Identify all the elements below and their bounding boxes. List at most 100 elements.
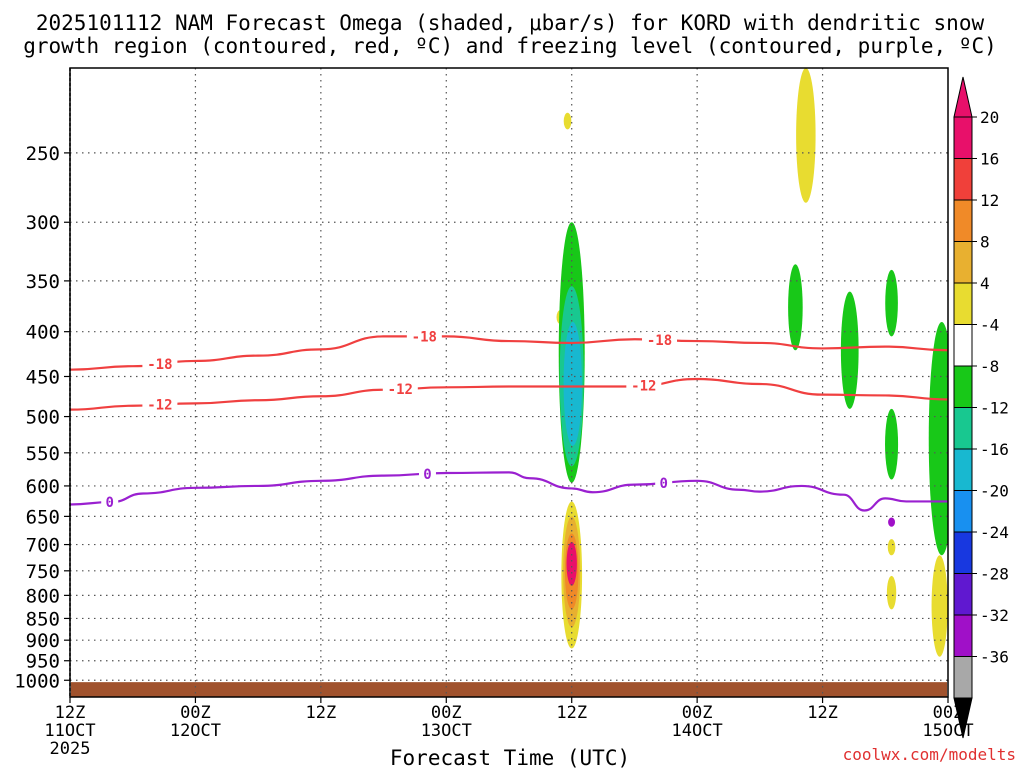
omega-blob <box>840 291 859 409</box>
contour-label-bg <box>406 328 442 345</box>
y-tick-label: 550 <box>26 443 60 465</box>
omega-blob <box>931 555 948 657</box>
contour-label-bg <box>101 494 119 511</box>
x-tick-label: 14OCT <box>672 721 723 741</box>
omega-blob <box>885 408 899 480</box>
contour-label-bg <box>382 381 418 398</box>
colorbar-segment <box>953 365 973 408</box>
omega-blob <box>563 112 572 130</box>
y-tick-label: 1000 <box>14 670 60 692</box>
contour-label: -12 <box>631 378 656 394</box>
colorbar-segment <box>953 656 973 699</box>
x-tick-label: 12Z <box>305 703 336 723</box>
x-tick-label: 12Z <box>55 703 86 723</box>
colorbar-label: 4 <box>980 274 990 293</box>
y-tick-label: 600 <box>26 476 60 498</box>
contour-label-bg <box>142 355 178 372</box>
x-tick-label: 00Z <box>682 703 713 723</box>
x-tick-label: 12OCT <box>170 721 221 741</box>
y-tick-label: 950 <box>26 651 60 673</box>
x-tick-label: 12Z <box>807 703 838 723</box>
colorbar-label: 20 <box>980 108 999 127</box>
colorbar-segment <box>953 573 973 616</box>
x-tick-label: 13OCT <box>421 721 472 741</box>
colorbar: 20 16 12 8 4 -4 -8 -12 -16 -20 -24 -28 -32 -36 <box>953 76 1009 739</box>
colorbar-label: 8 <box>980 233 990 252</box>
colorbar-label: -28 <box>980 565 1009 584</box>
colorbar-segment <box>953 490 973 533</box>
chart-title-line1: 2025101112 NAM Forecast Omega (shaded, μ… <box>36 11 985 35</box>
chart-title-line2: growth region (contoured, red, ºC) and f… <box>23 34 997 58</box>
x-axis-label: Forecast Time (UTC) <box>390 746 630 768</box>
y-tick-label: 700 <box>26 535 60 557</box>
y-tick-label: 650 <box>26 506 60 528</box>
colorbar-bottom-cap <box>953 697 973 739</box>
colorbar-label: 12 <box>980 191 999 210</box>
contour-line <box>70 335 948 371</box>
contour-label: -12 <box>388 382 413 398</box>
contour-label: 0 <box>106 495 114 511</box>
plot-frame <box>69 67 949 698</box>
contours: -18 -18 -18 -12 -12 -12 0 0 0 <box>70 328 948 512</box>
y-tick-label: 500 <box>26 407 60 429</box>
contour-label-bg <box>142 396 178 413</box>
y-tick-label: 850 <box>26 608 60 630</box>
colorbar-label: -32 <box>980 606 1009 625</box>
x-tick-label: 12Z <box>556 703 587 723</box>
contour-label: -12 <box>147 398 172 414</box>
colorbar-label: 16 <box>980 150 999 169</box>
omega-blob <box>796 68 816 203</box>
omega-blob <box>886 575 897 610</box>
y-tick-label: 400 <box>26 322 60 344</box>
y-tick-label: 250 <box>26 143 60 165</box>
colorbar-top-cap <box>953 76 973 118</box>
y-tick-label: 750 <box>26 561 60 583</box>
colorbar-segment <box>953 199 973 242</box>
omega-blob <box>928 322 948 556</box>
colorbar-label: -16 <box>980 440 1009 459</box>
x-tick-label: 00Z <box>180 703 211 723</box>
contour-line <box>70 471 948 512</box>
colorbar-label: -12 <box>980 399 1009 418</box>
colorbar-segment <box>953 614 973 657</box>
colorbar-label: -8 <box>980 357 999 376</box>
x-tick-label: 00Z <box>933 703 964 723</box>
grid <box>70 68 948 697</box>
colorbar-segment <box>953 241 973 284</box>
colorbar-segment <box>953 116 973 159</box>
contour-label: -18 <box>147 357 172 373</box>
omega-blob <box>888 517 896 527</box>
colorbar-segment <box>953 407 973 450</box>
contour-label: -18 <box>412 329 437 345</box>
contour-label-bg <box>626 377 662 394</box>
colorbar-segment <box>953 158 973 201</box>
y-tick-label: 450 <box>26 366 60 388</box>
omega-blob <box>885 269 898 337</box>
y-tick-label: 800 <box>26 585 60 607</box>
contour-line <box>70 377 948 411</box>
contour-label-bg <box>642 331 678 348</box>
contour-label-bg <box>418 465 436 482</box>
omega-shading <box>556 68 948 657</box>
y-tick-label: 900 <box>26 630 60 652</box>
omega-blob <box>788 264 803 351</box>
omega-blob <box>563 322 582 446</box>
colorbar-segment <box>953 324 973 367</box>
contour-label: -18 <box>647 333 672 349</box>
omega-blob <box>887 539 896 556</box>
contour-label: 0 <box>423 467 431 483</box>
colorbar-segment <box>953 448 973 491</box>
plot-area: -18 -18 -18 -12 -12 -12 0 0 0 250 300 350 400 450 500 5… <box>14 67 974 759</box>
omega-blob <box>566 541 577 586</box>
colorbar-label: -4 <box>980 316 999 335</box>
x-tick-label: 2025 <box>50 739 91 759</box>
y-tick-label: 350 <box>26 271 60 293</box>
terrain-band <box>71 682 947 697</box>
x-tick-label: 11OCT <box>44 721 95 741</box>
colorbar-segment <box>953 531 973 574</box>
y-tick-label: 300 <box>26 212 60 234</box>
colorbar-label: -36 <box>980 648 1009 667</box>
x-tick-label: 00Z <box>431 703 462 723</box>
contour-label-bg <box>655 474 673 491</box>
